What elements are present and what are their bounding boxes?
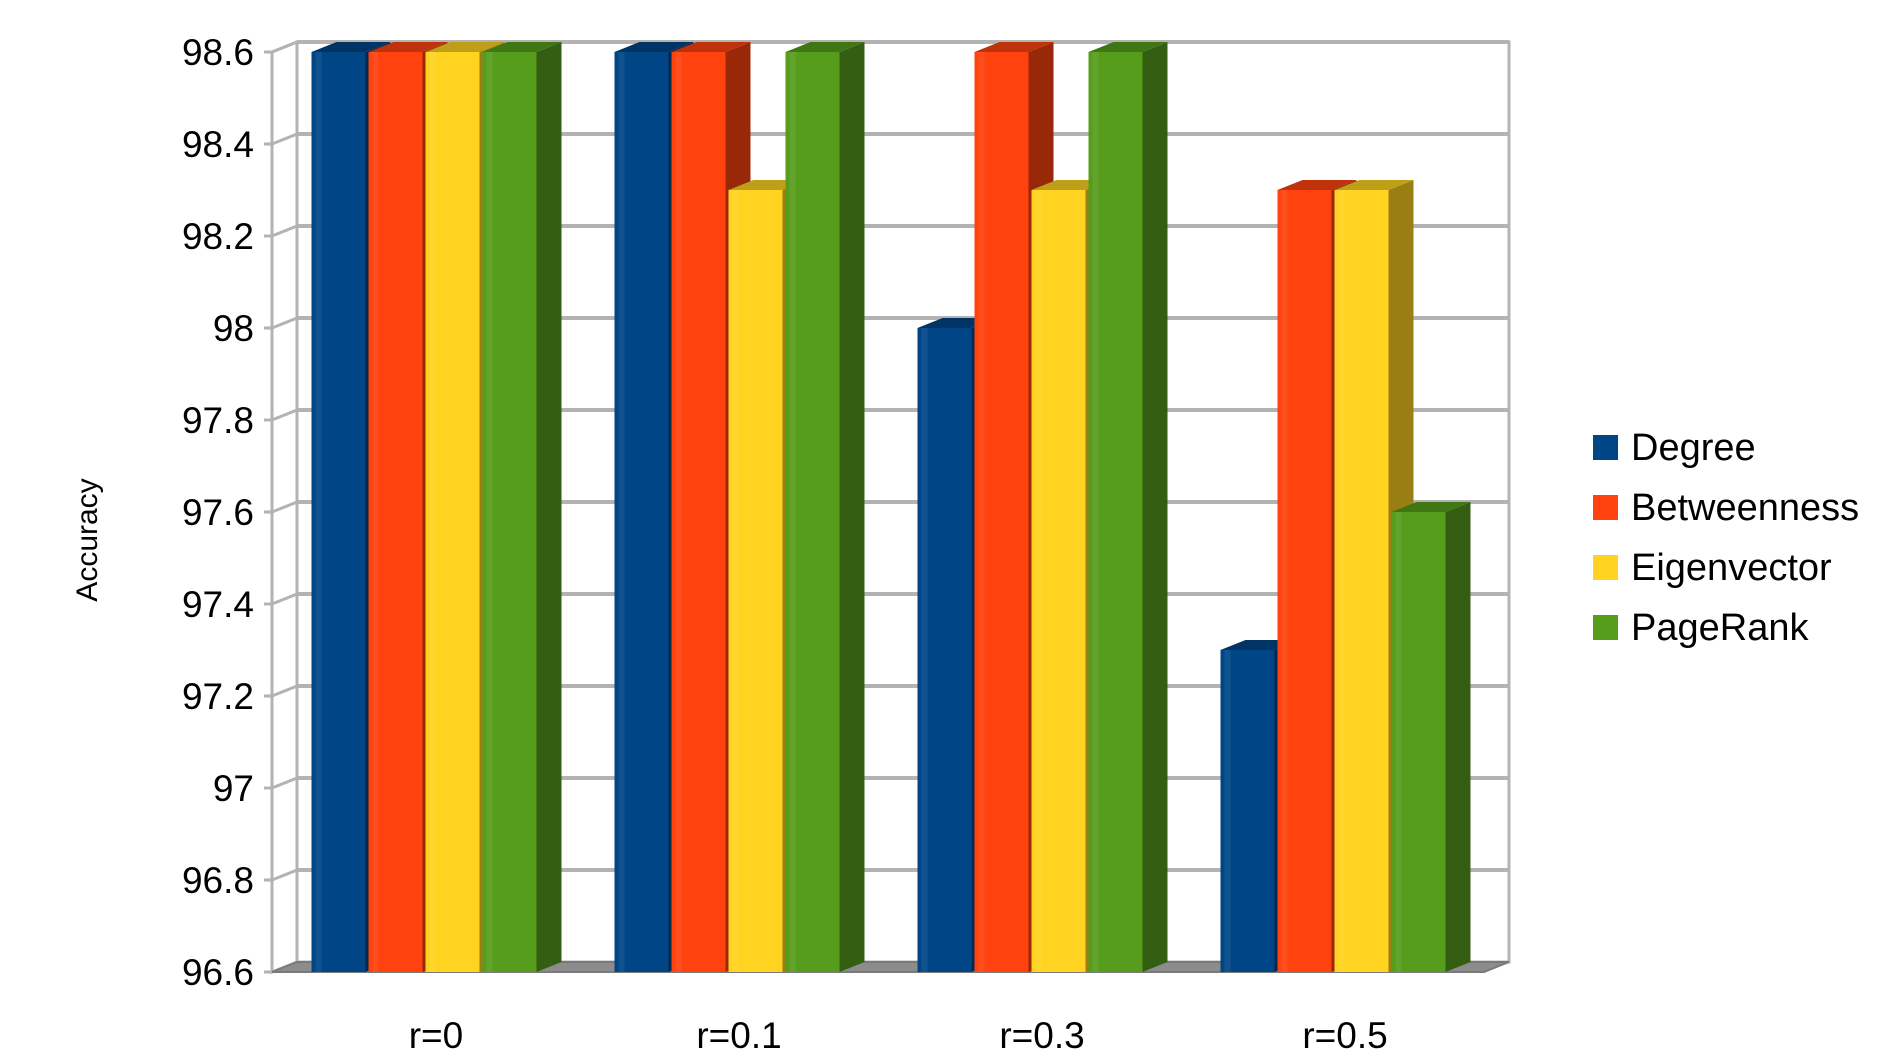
bar-highlight — [789, 52, 796, 972]
bar-top — [425, 42, 505, 52]
bar-highlight — [1035, 190, 1042, 972]
y-tick-label: 97.2 — [182, 676, 254, 717]
y-tick-label: 98 — [213, 308, 254, 349]
gridline-side — [271, 500, 298, 514]
bar-highlight — [732, 190, 739, 972]
bar-side — [839, 42, 865, 972]
bar-top — [1088, 42, 1168, 52]
legend-swatch — [1593, 615, 1618, 640]
bar-side — [1142, 42, 1168, 972]
bar-top — [1334, 180, 1414, 190]
bar-top — [368, 42, 448, 52]
y-axis-ticks: 96.6 96.8 97 97.2 97.4 97.6 97.8 98 98.2 98.4 98.6 — [182, 32, 272, 993]
x-tick-label: r=0.1 — [696, 1015, 781, 1056]
y-tick-label: 97.8 — [182, 400, 254, 441]
legend-item: Betweenness — [1593, 487, 1859, 529]
bar-front — [482, 52, 537, 972]
bar — [1088, 42, 1168, 972]
bar-top — [482, 42, 562, 52]
legend-swatch — [1593, 555, 1618, 580]
legend-label: Eigenvector — [1631, 547, 1832, 589]
legend-item: PageRank — [1593, 607, 1809, 649]
bar-highlight — [921, 328, 928, 972]
bar-highlight — [372, 52, 379, 972]
bar-top — [785, 42, 865, 52]
bar-side — [536, 42, 562, 972]
gridline-side — [271, 592, 298, 606]
bar-highlight — [675, 52, 682, 972]
bar-top — [1391, 502, 1471, 512]
gridline-side — [271, 868, 298, 882]
gridline-side — [271, 408, 298, 422]
y-tick-label: 98.4 — [182, 124, 254, 165]
bar-top — [974, 42, 1054, 52]
bar-top — [614, 42, 694, 52]
x-tick-label: r=0 — [409, 1015, 464, 1056]
bar-highlight — [486, 52, 493, 972]
y-tick-label: 98.2 — [182, 216, 254, 257]
legend-item: Eigenvector — [1593, 547, 1832, 589]
bar-highlight — [1281, 190, 1288, 972]
x-tick-label: r=0.3 — [999, 1015, 1084, 1056]
y-tick-label: 97.4 — [182, 584, 254, 625]
y-axis-label: Accuracy — [71, 478, 104, 601]
gridline-side — [271, 40, 298, 54]
gridline-side — [271, 224, 298, 238]
bar-front — [1088, 52, 1143, 972]
bar-highlight — [1338, 190, 1345, 972]
bar-front — [311, 52, 366, 972]
bar-front — [614, 52, 669, 972]
legend-swatch — [1593, 495, 1618, 520]
bar-front — [1391, 512, 1446, 972]
bar-group — [917, 42, 1168, 972]
bar-highlight — [1224, 650, 1231, 972]
bar — [482, 42, 562, 972]
bar-highlight — [618, 52, 625, 972]
bar — [1391, 502, 1471, 972]
y-tick-label: 98.6 — [182, 32, 254, 73]
gridline-side — [271, 776, 298, 790]
bar-highlight — [978, 52, 985, 972]
legend-item: Degree — [1593, 427, 1756, 469]
bar-highlight — [1395, 512, 1402, 972]
y-tick-label: 96.6 — [182, 952, 254, 993]
bar-top — [311, 42, 391, 52]
gridline-side — [271, 132, 298, 146]
bar-top — [671, 42, 751, 52]
bar-group — [614, 42, 865, 972]
legend-label: Degree — [1631, 427, 1756, 469]
bar-highlight — [429, 52, 436, 972]
bar-front — [671, 52, 726, 972]
x-tick-label: r=0.5 — [1302, 1015, 1387, 1056]
y-tick-label: 97 — [213, 768, 254, 809]
legend: Degree Betweenness Eigenvector PageRank — [1593, 427, 1859, 649]
bar-group — [311, 42, 562, 972]
y-tick-label: 97.6 — [182, 492, 254, 533]
legend-label: Betweenness — [1631, 487, 1859, 529]
bar-front — [425, 52, 480, 972]
bar-front — [974, 52, 1029, 972]
bars — [311, 42, 1471, 972]
y-tick-label: 96.8 — [182, 860, 254, 901]
bar-front — [785, 52, 840, 972]
bar-front — [1220, 650, 1275, 972]
bar-top — [1277, 180, 1357, 190]
bar-side — [1445, 502, 1471, 972]
bar-front — [917, 328, 972, 972]
bar — [785, 42, 865, 972]
gridline-side — [271, 684, 298, 698]
legend-label: PageRank — [1631, 607, 1809, 649]
bar-highlight — [315, 52, 322, 972]
gridline-side — [271, 316, 298, 330]
bar-group — [1220, 180, 1471, 972]
bar-front — [1334, 190, 1389, 972]
bar-front — [1031, 190, 1086, 972]
bar-highlight — [1092, 52, 1099, 972]
x-axis-ticks: r=0 r=0.1 r=0.3 r=0.5 — [409, 1015, 1388, 1056]
bar-front — [1277, 190, 1332, 972]
legend-swatch — [1593, 435, 1618, 460]
bar-front — [368, 52, 423, 972]
bar-front — [728, 190, 783, 972]
